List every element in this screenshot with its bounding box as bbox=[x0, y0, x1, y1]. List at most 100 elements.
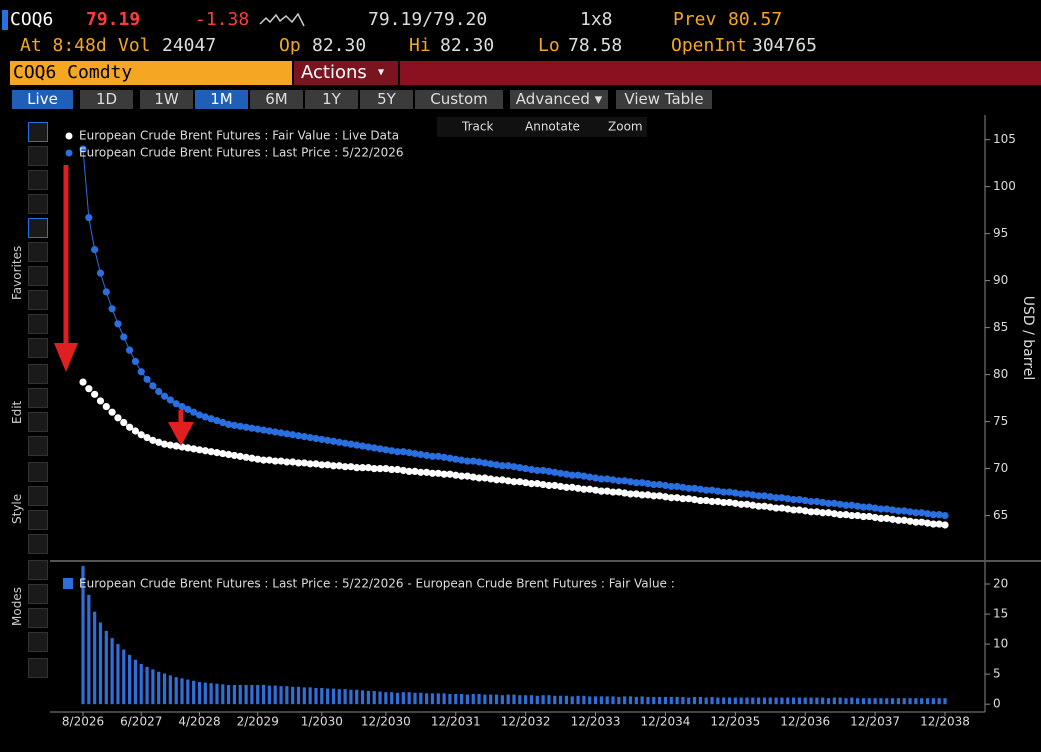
data-point bbox=[749, 501, 757, 509]
data-point bbox=[335, 438, 343, 446]
bar bbox=[314, 687, 318, 705]
bar bbox=[745, 697, 749, 705]
data-point bbox=[941, 521, 949, 529]
data-point bbox=[766, 503, 774, 511]
tool-icon[interactable] bbox=[28, 658, 48, 678]
data-point bbox=[545, 481, 553, 490]
data-point bbox=[772, 494, 780, 502]
tool-icon[interactable] bbox=[28, 338, 48, 358]
data-point bbox=[912, 509, 920, 517]
legend-label: European Crude Brent Futures : Last Pric… bbox=[79, 146, 404, 160]
bar bbox=[489, 694, 493, 705]
data-point bbox=[714, 497, 722, 506]
tool-icon[interactable] bbox=[28, 412, 48, 432]
actions-button[interactable] bbox=[294, 61, 398, 85]
advanced-button[interactable]: Advanced ▾ bbox=[510, 90, 608, 109]
tool-icon[interactable] bbox=[28, 314, 48, 334]
actions-caret: ▼ bbox=[378, 67, 385, 78]
x-tick-label: 2/2029 bbox=[237, 715, 279, 729]
range-tab[interactable]: 1W bbox=[140, 90, 193, 109]
change: -1.38 bbox=[195, 9, 250, 30]
view-table-label[interactable]: View Table bbox=[624, 90, 704, 108]
data-point bbox=[382, 446, 390, 454]
data-point bbox=[143, 433, 151, 442]
tool-icon[interactable] bbox=[28, 242, 48, 262]
x-tick-label: 12/2033 bbox=[571, 715, 621, 729]
data-point bbox=[533, 480, 541, 488]
tool-icon[interactable] bbox=[28, 510, 48, 530]
x-tick-label: 1/2030 bbox=[301, 715, 343, 729]
data-point bbox=[277, 429, 285, 437]
data-point bbox=[551, 481, 559, 490]
data-point bbox=[452, 471, 460, 479]
tool-icon[interactable] bbox=[28, 534, 48, 554]
data-point bbox=[335, 462, 343, 470]
tool-icon[interactable] bbox=[28, 194, 48, 214]
range-tab[interactable]: 6M bbox=[250, 90, 303, 109]
bar bbox=[558, 695, 563, 705]
data-point bbox=[690, 496, 699, 504]
bar bbox=[931, 698, 935, 705]
range-tab[interactable]: Custom bbox=[415, 90, 503, 109]
tool-icon[interactable] bbox=[28, 584, 48, 604]
op: 82.30 bbox=[312, 35, 367, 56]
bar bbox=[832, 697, 836, 705]
data-point bbox=[510, 478, 518, 486]
range-tab[interactable]: 1D bbox=[80, 90, 133, 109]
tool-icon[interactable] bbox=[28, 266, 48, 286]
tool-icon[interactable] bbox=[28, 218, 48, 238]
data-point bbox=[562, 483, 571, 491]
toolbar-annotate[interactable]: Annotate bbox=[525, 120, 580, 134]
tool-icon[interactable] bbox=[28, 388, 48, 408]
bar bbox=[483, 694, 487, 705]
tool-icon[interactable] bbox=[28, 170, 48, 190]
data-point bbox=[632, 490, 640, 498]
bar bbox=[669, 696, 673, 705]
range-tab[interactable]: Live bbox=[12, 90, 73, 109]
view-table-button[interactable]: View Table bbox=[616, 90, 712, 109]
bar bbox=[145, 666, 149, 705]
tool-icon[interactable] bbox=[28, 290, 48, 310]
actions-label[interactable]: Actions bbox=[301, 62, 367, 83]
y-tick-label: 20 bbox=[993, 577, 1008, 591]
data-point bbox=[918, 509, 926, 517]
range-tab[interactable]: 5Y bbox=[360, 90, 413, 109]
data-point bbox=[755, 502, 763, 510]
tool-icon[interactable] bbox=[28, 436, 48, 456]
data-point bbox=[411, 449, 419, 458]
bar bbox=[634, 696, 638, 705]
data-point bbox=[883, 514, 891, 523]
tool-icon[interactable] bbox=[28, 560, 48, 580]
data-point bbox=[533, 466, 541, 475]
tool-icon[interactable] bbox=[28, 486, 48, 506]
tool-icon[interactable] bbox=[28, 146, 48, 166]
data-point bbox=[597, 475, 605, 483]
toolbar-track[interactable]: Track bbox=[461, 120, 493, 134]
bar bbox=[564, 695, 569, 705]
bar bbox=[162, 673, 167, 705]
range-tab[interactable]: 1Y bbox=[305, 90, 358, 109]
bar bbox=[628, 696, 633, 705]
data-point bbox=[207, 448, 215, 456]
advanced-label[interactable]: Advanced bbox=[515, 90, 590, 108]
tool-icon[interactable] bbox=[28, 122, 48, 142]
toolbar-zoom[interactable]: Zoom bbox=[608, 120, 643, 134]
data-point bbox=[929, 511, 937, 519]
bar bbox=[797, 697, 801, 705]
tool-icon[interactable] bbox=[28, 632, 48, 652]
bar bbox=[856, 698, 860, 705]
range-tab[interactable]: 1M bbox=[195, 90, 248, 109]
data-point bbox=[242, 423, 250, 431]
data-point bbox=[661, 481, 670, 490]
bar bbox=[623, 696, 627, 705]
tool-icon[interactable] bbox=[28, 462, 48, 482]
data-point bbox=[457, 472, 466, 480]
data-point bbox=[795, 496, 803, 504]
data-point bbox=[289, 431, 297, 439]
data-point bbox=[219, 418, 227, 427]
tool-icon[interactable] bbox=[28, 364, 48, 384]
data-point bbox=[755, 492, 763, 500]
data-point bbox=[347, 440, 355, 448]
data-point bbox=[125, 346, 134, 354]
tool-icon[interactable] bbox=[28, 608, 48, 628]
